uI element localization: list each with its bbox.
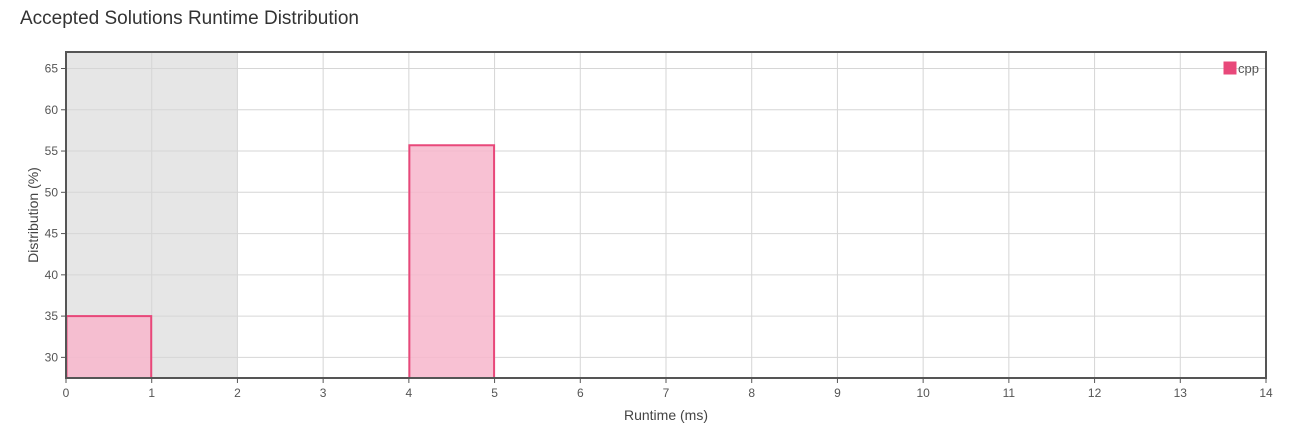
x-tick-label: 8 xyxy=(748,386,755,400)
y-tick-label: 45 xyxy=(45,227,59,241)
x-tick-label: 0 xyxy=(63,386,70,400)
x-tick-label: 12 xyxy=(1088,386,1102,400)
x-tick-label: 10 xyxy=(916,386,930,400)
y-tick-label: 55 xyxy=(45,144,59,158)
x-tick-label: 14 xyxy=(1259,386,1273,400)
y-tick-label: 30 xyxy=(45,350,59,364)
legend[interactable]: cpp xyxy=(1223,61,1259,76)
x-tick-label: 11 xyxy=(1003,386,1016,400)
y-tick-label: 50 xyxy=(45,185,59,199)
x-axis-label: Runtime (ms) xyxy=(624,407,708,423)
bar-cpp-0-1[interactable] xyxy=(65,315,153,379)
x-tick-label: 7 xyxy=(663,386,670,400)
chart-title: Accepted Solutions Runtime Distribution xyxy=(20,8,360,29)
legend-label-cpp[interactable]: cpp xyxy=(1238,61,1259,76)
bar-cpp-4-5[interactable] xyxy=(408,144,496,379)
y-tick-label: 40 xyxy=(45,268,59,282)
y-tick-label: 65 xyxy=(45,62,59,76)
x-tick-label: 1 xyxy=(148,386,155,400)
x-tick-label: 6 xyxy=(577,386,584,400)
x-tick-label: 9 xyxy=(834,386,841,400)
x-tick-label: 4 xyxy=(406,386,413,400)
y-tick-label: 60 xyxy=(45,103,59,117)
x-tick-label: 2 xyxy=(234,386,241,400)
y-axis-label: Distribution (%) xyxy=(25,167,41,263)
y-tick-label: 35 xyxy=(45,309,59,323)
x-tick-label: 13 xyxy=(1174,386,1188,400)
legend-swatch-cpp[interactable] xyxy=(1223,61,1237,75)
x-tick-label: 5 xyxy=(491,386,498,400)
x-tick-label: 3 xyxy=(320,386,327,400)
